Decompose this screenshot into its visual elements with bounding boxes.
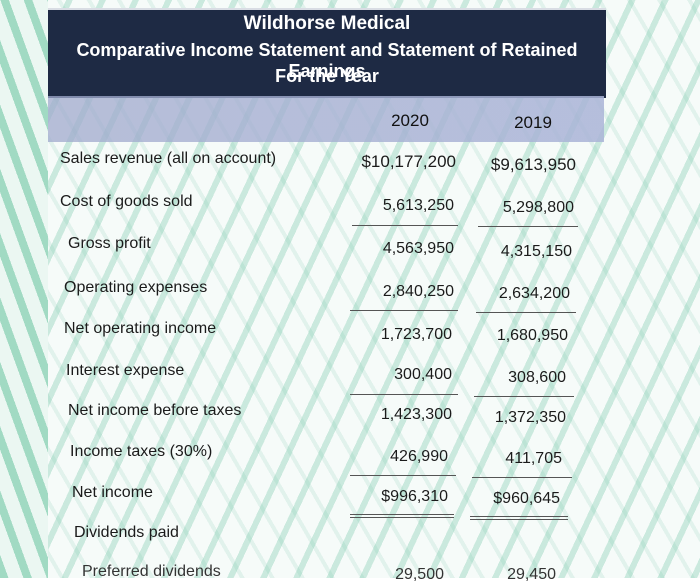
row-label-preferred-dividends: Preferred dividends <box>82 563 221 580</box>
value-2019-sales-revenue: $9,613,950 <box>490 155 576 174</box>
statement-title: Comparative Income Statement and Stateme… <box>76 40 578 81</box>
value-2019-income-taxes: 411,705 <box>505 450 562 467</box>
left-margin-pattern <box>0 0 48 578</box>
company-name: Wildhorse Medical <box>243 13 411 34</box>
value-2020-interest-expense: 300,400 <box>394 366 452 383</box>
statement-period: For the Year <box>275 66 379 86</box>
value-2019-net-income: $960,645 <box>493 490 560 507</box>
value-2019-net-operating-income: 1,680,950 <box>496 327 568 344</box>
value-2020-net-operating-income: 1,723,700 <box>380 326 452 343</box>
underline-2020-cogs <box>352 225 458 226</box>
row-label-net-income: Net income <box>72 484 153 501</box>
double-underline-2019-net-income-a <box>470 516 568 517</box>
row-label-operating-expenses: Operating expenses <box>64 279 208 296</box>
double-underline-2019-net-income-b <box>470 519 568 520</box>
value-2020-preferred-dividends: 29,500 <box>395 566 444 583</box>
underline-2019-opex <box>476 312 576 313</box>
value-2019-gross-profit: 4,315,150 <box>500 243 572 260</box>
value-2019-preferred-dividends: 29,450 <box>507 566 556 583</box>
value-2020-net-income-before-taxes: 1,423,300 <box>380 406 452 423</box>
underline-2019-interest <box>474 396 574 397</box>
row-label-interest-expense: Interest expense <box>66 362 185 379</box>
column-header-2020: 2020 <box>391 111 429 130</box>
double-underline-2020-net-income-a <box>350 514 454 515</box>
column-header-bar: 2020 2019 <box>48 96 604 142</box>
value-2020-gross-profit: 4,563,950 <box>382 240 454 257</box>
underline-2020-opex <box>350 310 458 311</box>
row-label-sales-revenue: Sales revenue (all on account) <box>60 150 277 167</box>
value-2019-cost-of-goods-sold: 5,298,800 <box>502 199 574 216</box>
underline-2019-taxes <box>472 477 572 478</box>
value-2019-interest-expense: 308,600 <box>508 369 566 386</box>
value-2019-operating-expenses: 2,634,200 <box>498 285 570 302</box>
underline-2020-taxes <box>350 475 456 476</box>
value-2020-cost-of-goods-sold: 5,613,250 <box>382 197 454 214</box>
row-label-gross-profit: Gross profit <box>68 235 151 252</box>
underline-2019-cogs <box>478 226 578 227</box>
statement-header: Wildhorse Medical Comparative Income Sta… <box>48 8 606 98</box>
value-2020-income-taxes: 426,990 <box>390 448 448 465</box>
row-label-net-income-before-taxes: Net income before taxes <box>68 402 242 419</box>
double-underline-2020-net-income-b <box>350 517 454 518</box>
value-2019-net-income-before-taxes: 1,372,350 <box>494 409 566 426</box>
value-2020-operating-expenses: 2,840,250 <box>382 283 454 300</box>
value-2020-sales-revenue: $10,177,200 <box>361 152 456 171</box>
row-label-net-operating-income: Net operating income <box>64 320 217 337</box>
row-label-dividends-paid: Dividends paid <box>74 524 179 541</box>
underline-2020-interest <box>350 394 458 395</box>
column-header-2019: 2019 <box>514 113 552 132</box>
value-2020-net-income: $996,310 <box>381 488 448 505</box>
row-label-income-taxes: Income taxes (30%) <box>70 443 213 460</box>
row-label-cost-of-goods-sold: Cost of goods sold <box>60 193 193 210</box>
